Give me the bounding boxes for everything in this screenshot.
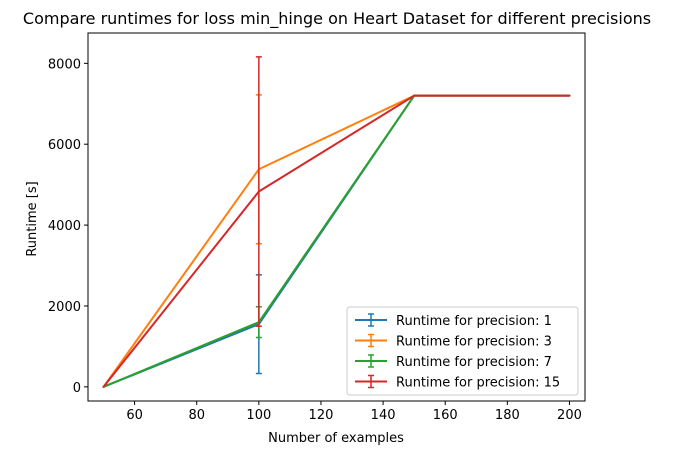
data-point [257,190,260,193]
y-axis-label: Runtime [s] [25,181,40,256]
x-tick-label: 100 [246,408,271,423]
x-tick-label: 200 [557,408,582,423]
legend-item: Runtime for precision: 7 [355,354,552,370]
plot-frame [87,32,586,402]
y-tick-label: 0 [73,381,81,396]
legend-item: Runtime for precision: 1 [355,313,552,329]
chart-title: Compare runtimes for loss min_hinge on H… [23,9,651,29]
legend-label: Runtime for precision: 1 [396,314,552,329]
legend-item: Runtime for precision: 3 [355,333,552,350]
data-point [102,385,105,388]
y-tick-label: 2000 [48,300,81,315]
y-tick-label: 4000 [48,219,81,234]
x-axis-label: Number of examples [268,431,404,446]
legend-item: Runtime for precision: 15 [355,374,560,391]
series-line [102,94,570,388]
x-tick-label: 80 [188,408,205,423]
data-point [568,94,571,97]
x-tick-label: 140 [371,408,396,423]
y-tick-label: 6000 [48,138,81,153]
x-tick-label: 60 [126,408,143,423]
legend-label: Runtime for precision: 15 [396,376,560,391]
series-4 [102,56,571,388]
x-tick-label: 180 [495,408,520,423]
legend: Runtime for precision: 1 Runtime for prec… [346,306,579,396]
legend-label: Runtime for precision: 3 [396,335,552,350]
y-tick-label: 8000 [48,57,81,72]
x-tick-label: 160 [433,408,458,423]
y-axis: 0 2000 4000 6000 8000 [48,57,88,396]
legend-label: Runtime for precision: 7 [396,355,552,370]
x-axis: 60 80 100 120 140 160 180 200 [126,401,582,423]
plot-area [87,32,586,402]
legend-box [346,306,579,396]
data-point [413,94,416,97]
x-tick-label: 120 [309,408,334,423]
